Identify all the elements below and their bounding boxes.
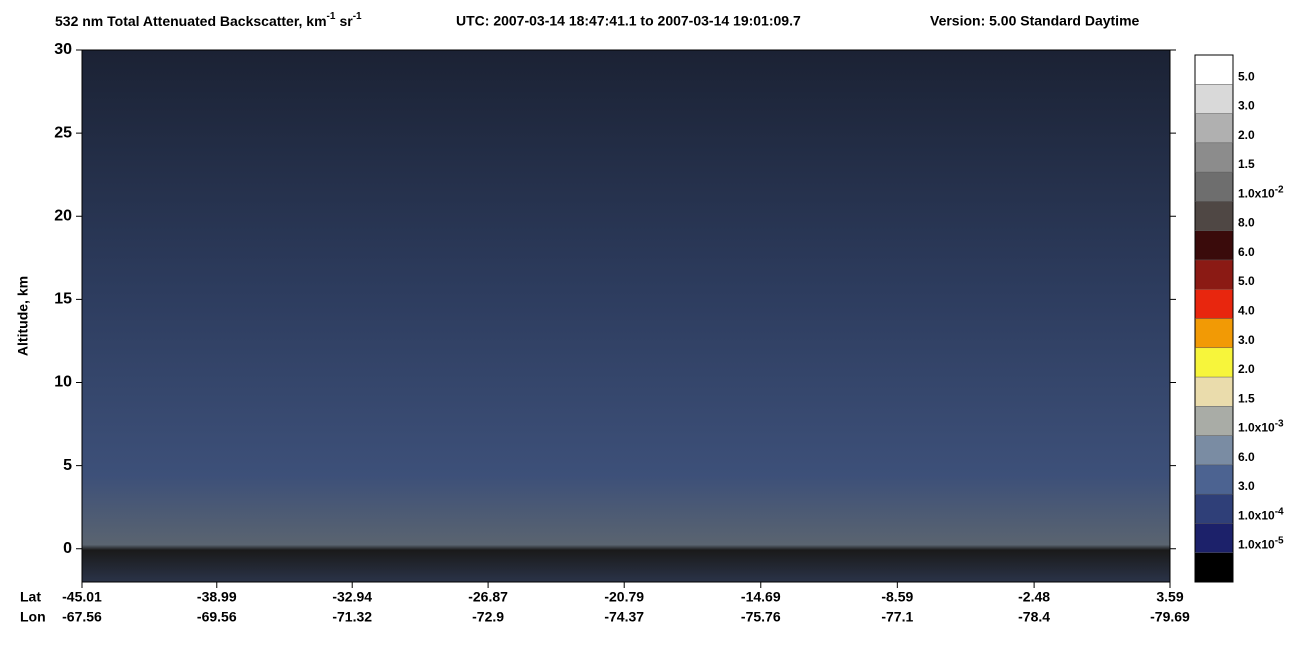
colorbar-tick-label: 1.0x10-5 bbox=[1238, 535, 1284, 552]
colorbar-swatch bbox=[1195, 464, 1233, 495]
colorbar-label: 1.0x10 bbox=[1238, 187, 1275, 201]
lat-tick-label: -45.01 bbox=[62, 589, 102, 605]
y-tick-label: 10 bbox=[54, 374, 72, 391]
colorbar-tick-label: 6.0 bbox=[1238, 245, 1255, 259]
y-tick-label: 20 bbox=[54, 207, 72, 224]
colorbar-tick-label: 5.0 bbox=[1238, 274, 1255, 288]
colorbar-label: 3.0 bbox=[1238, 99, 1255, 113]
x-row-label: Lat bbox=[20, 589, 41, 605]
colorbar-label: 2.0 bbox=[1238, 362, 1255, 376]
y-tick-label: 30 bbox=[54, 41, 72, 58]
colorbar-swatch bbox=[1195, 552, 1233, 582]
colorbar-swatch bbox=[1195, 201, 1233, 231]
colorbar-label: 4.0 bbox=[1238, 304, 1255, 318]
colorbar-label: 1.0x10 bbox=[1238, 509, 1275, 523]
colorbar-swatch bbox=[1195, 289, 1233, 319]
colorbar-swatch bbox=[1195, 55, 1233, 85]
colorbar-label: 3.0 bbox=[1238, 479, 1255, 493]
colorbar-label: 5.0 bbox=[1238, 69, 1255, 83]
colorbar-tick-label: 2.0 bbox=[1238, 128, 1255, 142]
colorbar-label: 8.0 bbox=[1238, 216, 1255, 230]
colorbar-label: 2.0 bbox=[1238, 128, 1255, 142]
colorbar-exponent: -4 bbox=[1275, 506, 1284, 517]
colorbar-tick-label: 3.0 bbox=[1238, 99, 1255, 113]
title-exponent: -1 bbox=[327, 11, 336, 22]
colorbar-tick-label: 1.0x10-2 bbox=[1238, 184, 1284, 201]
colorbar-swatch bbox=[1195, 523, 1233, 553]
colorbar-tick-label: 1.5 bbox=[1238, 392, 1255, 406]
colorbar-label: 5.0 bbox=[1238, 274, 1255, 288]
colorbar-label: 1.5 bbox=[1238, 392, 1255, 406]
version: Version: 5.00 Standard Daytime bbox=[930, 13, 1140, 29]
colorbar-label: 3.0 bbox=[1238, 333, 1255, 347]
lat-tick-label: -2.48 bbox=[1018, 589, 1050, 605]
colorbar-swatch bbox=[1195, 84, 1233, 114]
lat-tick-label: -20.79 bbox=[604, 589, 644, 605]
y-tick-label: 5 bbox=[63, 457, 72, 474]
colorbar-label: 1.0x10 bbox=[1238, 538, 1275, 552]
colorbar-tick-label: 3.0 bbox=[1238, 333, 1255, 347]
lon-tick-label: -71.32 bbox=[332, 609, 372, 625]
colorbar-tick-label: 6.0 bbox=[1238, 450, 1255, 464]
colorbar-tick-label: 1.0x10-3 bbox=[1238, 418, 1284, 435]
chart-title: 532 nm Total Attenuated Backscatter, km-… bbox=[55, 11, 362, 29]
x-row-label: Lon bbox=[20, 609, 46, 625]
colorbar-label: 6.0 bbox=[1238, 245, 1255, 259]
colorbar-swatch bbox=[1195, 113, 1233, 143]
colorbar-swatch bbox=[1195, 435, 1233, 465]
lat-tick-label: -8.59 bbox=[881, 589, 913, 605]
colorbar-swatch bbox=[1195, 172, 1233, 202]
title-unit: sr bbox=[339, 13, 353, 29]
lon-tick-label: -74.37 bbox=[604, 609, 644, 625]
colorbar-exponent: -2 bbox=[1275, 184, 1284, 195]
y-tick-label: 25 bbox=[54, 124, 72, 141]
lat-tick-label: -32.94 bbox=[332, 589, 372, 605]
lat-tick-label: 3.59 bbox=[1156, 589, 1183, 605]
plot-background bbox=[82, 50, 1170, 582]
colorbar-tick-label: 8.0 bbox=[1238, 216, 1255, 230]
colorbar-label: 6.0 bbox=[1238, 450, 1255, 464]
colorbar-tick-label: 1.0x10-4 bbox=[1238, 506, 1284, 523]
y-axis-label: Altitude, km bbox=[15, 276, 31, 356]
y-tick-label: 0 bbox=[63, 540, 72, 557]
colorbar-swatch bbox=[1195, 318, 1233, 348]
colorbar-swatch bbox=[1195, 347, 1233, 378]
lon-tick-label: -75.76 bbox=[741, 609, 781, 625]
colorbar-label: 1.0x10 bbox=[1238, 421, 1275, 435]
colorbar-swatch bbox=[1195, 377, 1233, 407]
time-range: UTC: 2007-03-14 18:47:41.1 to 2007-03-14… bbox=[456, 13, 801, 29]
colorbar-exponent: -3 bbox=[1275, 418, 1284, 429]
lon-tick-label: -79.69 bbox=[1150, 609, 1190, 625]
colorbar-swatch bbox=[1195, 230, 1233, 260]
colorbar-swatch bbox=[1195, 406, 1233, 436]
colorbar-label: 1.5 bbox=[1238, 157, 1255, 171]
colorbar-exponent: -5 bbox=[1275, 535, 1284, 546]
colorbar-swatch bbox=[1195, 142, 1233, 173]
colorbar-tick-label: 3.0 bbox=[1238, 479, 1255, 493]
lat-tick-label: -14.69 bbox=[741, 589, 781, 605]
colorbar-tick-label: 5.0 bbox=[1238, 69, 1255, 83]
y-tick-label: 15 bbox=[54, 291, 72, 308]
lon-tick-label: -72.9 bbox=[472, 609, 504, 625]
colorbar-swatch bbox=[1195, 494, 1233, 524]
lat-tick-label: -26.87 bbox=[468, 589, 508, 605]
lon-tick-label: -78.4 bbox=[1018, 609, 1050, 625]
title-exponent: -1 bbox=[353, 11, 362, 22]
title-text: 532 nm Total Attenuated Backscatter, km bbox=[55, 13, 327, 29]
lat-tick-label: -38.99 bbox=[197, 589, 237, 605]
colorbar-tick-label: 4.0 bbox=[1238, 304, 1255, 318]
colorbar-tick-label: 2.0 bbox=[1238, 362, 1255, 376]
lon-tick-label: -69.56 bbox=[197, 609, 237, 625]
lon-tick-label: -67.56 bbox=[62, 609, 102, 625]
plot-frame bbox=[81, 49, 1171, 583]
lon-tick-label: -77.1 bbox=[881, 609, 913, 625]
colorbar-swatch bbox=[1195, 259, 1233, 290]
colorbar-tick-label: 1.5 bbox=[1238, 157, 1255, 171]
